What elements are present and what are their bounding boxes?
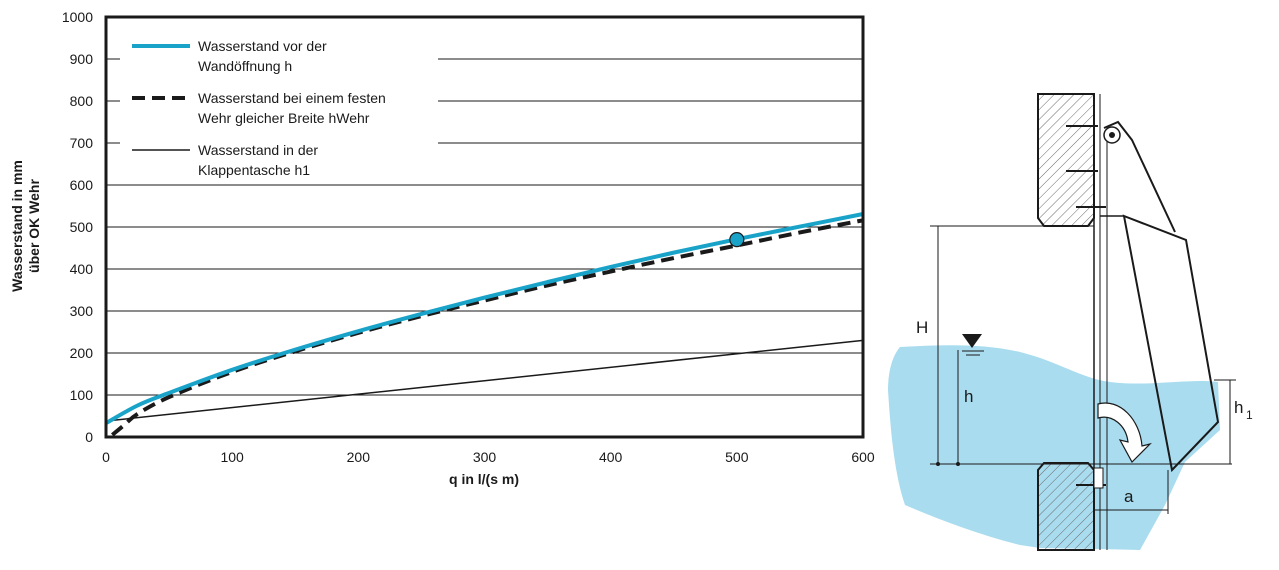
legend-label-h1-line2: Klappentasche h1	[198, 162, 310, 178]
y-tick-label: 100	[70, 387, 94, 403]
series-line-h1	[105, 339, 864, 422]
y-tick-label: 500	[70, 219, 94, 235]
y-tick-label: 300	[70, 303, 94, 319]
lower-bracket	[1093, 467, 1104, 489]
x-tick-label: 500	[725, 449, 749, 465]
marker-point	[729, 232, 745, 248]
y-tick-label: 600	[70, 177, 94, 193]
legend-label-hwehr-line2: Wehr gleicher Breite hWehr	[198, 110, 370, 126]
y-tick-label: 700	[70, 135, 94, 151]
legend-label-h-line2: Wandöffnung h	[198, 58, 292, 74]
label-a: a	[1124, 487, 1134, 506]
x-tick-labels: 0 100 200 300 400 500 600	[102, 449, 875, 465]
weir-flap-diagram: H h h 1 a	[888, 93, 1253, 551]
y-tick-label: 200	[70, 345, 94, 361]
label-h1-subscript: 1	[1246, 408, 1253, 422]
legend-background	[120, 28, 438, 184]
dim-H-dot	[936, 462, 940, 466]
x-tick-label: 100	[220, 449, 244, 465]
flap-plate	[1122, 214, 1220, 473]
legend: Wasserstand vor der Wandöffnung h Wasser…	[120, 28, 438, 184]
x-tick-label: 300	[473, 449, 497, 465]
plot-frame	[104, 15, 865, 439]
flow-arrow-icon	[1097, 402, 1152, 463]
water-level-marker-icon	[962, 334, 982, 348]
dim-h-dot	[956, 462, 960, 466]
water-body	[888, 345, 1220, 550]
x-tick-label: 200	[347, 449, 371, 465]
y-tick-label: 400	[70, 261, 94, 277]
chart: Wasserstand vor der Wandöffnung h Wasser…	[9, 9, 875, 487]
series-line-h	[105, 212, 864, 425]
lower-wall	[1037, 462, 1095, 551]
legend-label-h-line1: Wasserstand vor der	[198, 38, 327, 54]
y-tick-label: 1000	[62, 9, 93, 25]
x-tick-label: 0	[102, 449, 110, 465]
legend-label-h1-line1: Wasserstand in der	[198, 142, 318, 158]
label-h: h	[964, 387, 973, 406]
y-tick-label: 900	[70, 51, 94, 67]
y-axis-label-line1: Wasserstand in mm	[9, 160, 25, 292]
y-tick-label: 800	[70, 93, 94, 109]
x-tick-label: 400	[599, 449, 623, 465]
y-tick-label: 0	[85, 429, 93, 445]
y-tick-labels: 0 100 200 300 400 500 600 700 800 900 1000	[62, 9, 93, 445]
y-axis-label-line2: über OK Wehr	[26, 179, 42, 273]
hinge-pin	[1109, 132, 1115, 138]
series-layer	[105, 212, 864, 437]
label-H: H	[916, 318, 928, 337]
x-tick-label: 600	[851, 449, 875, 465]
series-line-hwehr	[111, 218, 864, 437]
flap-arm	[1103, 120, 1176, 233]
legend-label-hwehr-line1: Wasserstand bei einem festen	[198, 90, 386, 106]
x-axis-label: q in l/(s m)	[449, 471, 519, 487]
label-h1: h	[1234, 398, 1243, 417]
